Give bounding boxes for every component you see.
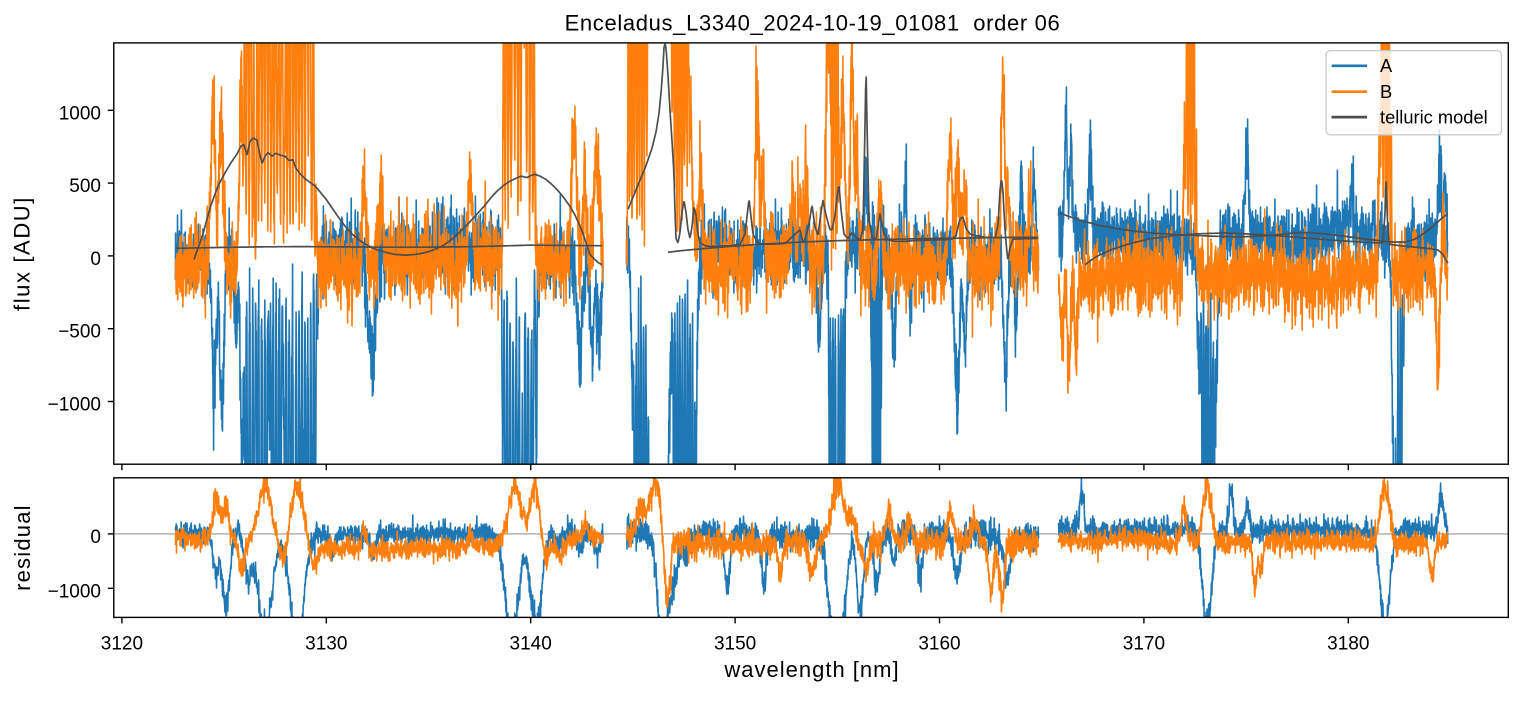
svg-text:0: 0 [90, 527, 101, 548]
svg-text:residual: residual [10, 504, 35, 591]
svg-text:A: A [1380, 55, 1393, 76]
svg-text:500: 500 [69, 176, 101, 197]
svg-text:B: B [1380, 81, 1392, 102]
svg-text:Enceladus_L3340_2024-10-19_010: Enceladus_L3340_2024-10-19_01081 order 0… [565, 11, 1061, 36]
svg-text:3170: 3170 [1123, 634, 1165, 655]
svg-text:wavelength [nm]: wavelength [nm] [723, 657, 899, 682]
svg-text:3120: 3120 [101, 634, 143, 655]
svg-text:3130: 3130 [305, 634, 347, 655]
svg-text:1000: 1000 [59, 103, 101, 124]
svg-text:3150: 3150 [714, 634, 756, 655]
svg-text:−1000: −1000 [48, 581, 101, 602]
svg-text:−1000: −1000 [48, 395, 101, 416]
svg-text:3180: 3180 [1327, 634, 1369, 655]
svg-text:3140: 3140 [510, 634, 552, 655]
svg-text:3160: 3160 [918, 634, 960, 655]
svg-text:telluric model: telluric model [1380, 107, 1488, 128]
svg-text:−500: −500 [58, 322, 101, 343]
svg-text:0: 0 [90, 249, 101, 270]
svg-text:flux [ADU]: flux [ADU] [10, 196, 35, 311]
